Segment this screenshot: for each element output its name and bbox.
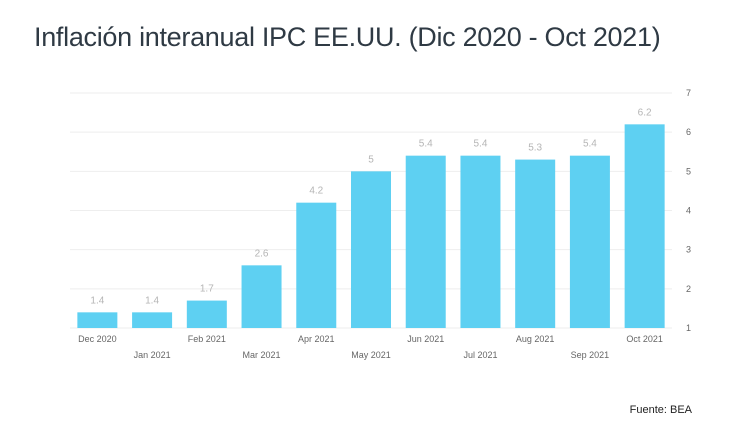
data-label: 5.3 xyxy=(528,143,542,154)
bar xyxy=(569,155,610,328)
y-tick-label: 4 xyxy=(686,206,691,216)
data-label: 5.4 xyxy=(583,139,597,150)
bar xyxy=(515,159,556,328)
y-tick-label: 2 xyxy=(686,284,691,294)
bar xyxy=(351,171,391,328)
data-label: 5.4 xyxy=(419,139,433,150)
data-label: 1.4 xyxy=(90,295,104,306)
bar xyxy=(132,312,173,328)
chart-title: Inflación interanual IPC EE.UU. (Dic 202… xyxy=(34,22,661,52)
bar xyxy=(77,312,118,328)
bar xyxy=(186,300,227,328)
y-tick-label: 5 xyxy=(686,166,691,176)
x-tick-label: Jul 2021 xyxy=(463,350,497,360)
x-tick-label: Aug 2021 xyxy=(516,334,555,344)
data-label: 1.4 xyxy=(145,295,159,306)
source-note: Fuente: BEA xyxy=(629,404,692,416)
x-tick-label: Oct 2021 xyxy=(626,334,663,344)
y-tick-label: 3 xyxy=(686,245,691,255)
x-tick-label: Jan 2021 xyxy=(134,350,171,360)
x-axis-ticks: Dec 2020 Jan 2021 Feb 2021 Mar 2021 Apr 2021… xyxy=(78,334,663,360)
data-label: 1.7 xyxy=(200,284,214,295)
bars xyxy=(77,124,665,328)
x-tick-label: Dec 2020 xyxy=(78,334,117,344)
y-axis-ticks: 1 2 3 4 5 6 7 xyxy=(686,88,691,333)
x-tick-label: May 2021 xyxy=(351,350,391,360)
bar xyxy=(624,124,665,328)
bar xyxy=(241,265,282,328)
y-tick-label: 7 xyxy=(686,88,691,98)
x-tick-label: Feb 2021 xyxy=(188,334,226,344)
bar xyxy=(296,202,337,328)
x-tick-label: Jun 2021 xyxy=(407,334,444,344)
y-tick-label: 6 xyxy=(686,127,691,137)
data-label: 4.2 xyxy=(309,186,323,197)
x-tick-label: Mar 2021 xyxy=(243,350,281,360)
data-labels: 1.4 1.4 1.7 2.6 4.2 5 5.4 5.4 5.3 5.4 6.2 xyxy=(90,107,652,306)
data-label: 6.2 xyxy=(638,107,652,118)
bar xyxy=(405,155,446,328)
data-label: 2.6 xyxy=(255,248,269,259)
x-tick-label: Sep 2021 xyxy=(571,350,610,360)
data-label: 5.4 xyxy=(474,139,488,150)
data-label: 5 xyxy=(368,154,374,165)
x-tick-label: Apr 2021 xyxy=(298,334,335,344)
bar xyxy=(460,155,501,328)
y-tick-label: 1 xyxy=(686,323,691,333)
